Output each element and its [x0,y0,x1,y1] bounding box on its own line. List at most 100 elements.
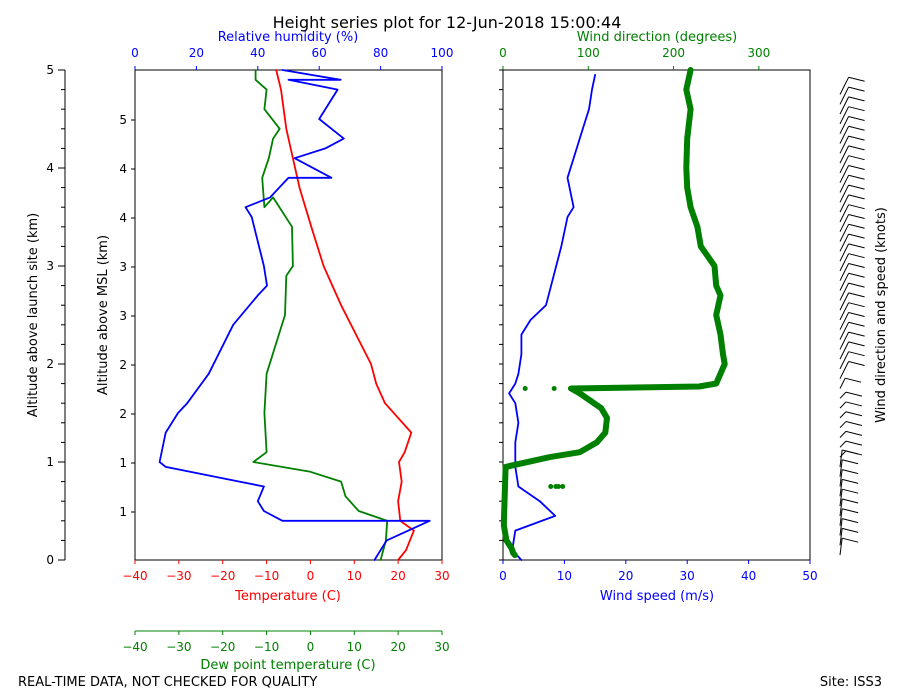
temperature-tick-label: −30 [166,569,191,583]
wind-barb-flag [845,421,863,427]
wind-barb-flag [845,411,863,417]
left-panel-frame [134,69,443,561]
msl-altitude-tick-label: 2 [119,407,127,421]
wind-barb-layer [839,76,865,556]
msl-altitude-tick-label: 5 [119,113,127,127]
wind-barb-flag [848,243,865,249]
wind-barb-staff [839,214,850,232]
wind-barb-staff [839,411,847,419]
right-panel [502,69,811,561]
wind-speed-tick-label: 40 [741,569,756,583]
wind-barb-staff [839,253,850,272]
wind-direction-scattered-point [555,484,561,489]
wind-barb-staff [839,273,850,291]
wind-barb-flag [848,184,865,190]
wind-barb-flag [842,518,859,524]
wind-barb-staff [839,77,850,95]
launch-altitude-label: Altitude above launch site (km) [26,213,41,417]
wind-barb-staff [839,351,850,370]
dewpoint-tick-label: 0 [307,640,315,654]
wind-barb-flag [848,174,865,180]
wind-barb-flag [848,263,865,268]
wind-barb-flag [842,508,859,514]
wind-barb-flag [848,223,865,229]
wind-barb-staff [839,116,850,134]
temperature-tick-label: −20 [210,569,235,583]
wind-barb-staff [839,479,843,497]
wind-direction-scattered-point [548,484,554,489]
wind-barb-flag [848,351,865,357]
wind-barb-staff [839,421,847,429]
temperature-tick-label: 0 [307,569,315,583]
wind-barb-staff [839,292,850,311]
barb-axis-label: Wind direction and speed (knots) [874,207,889,423]
relative-humidity-line [158,69,431,561]
wind-barb-flag [845,450,863,456]
wind-barb-staff [839,391,847,399]
wind-barb-flag [848,145,865,151]
msl-altitude-tick-label: 4 [119,162,127,176]
wind-barb-staff [839,145,850,164]
wind-barb-flag [848,331,865,337]
wind-speed-line [508,74,596,561]
wind-barb-staff [839,440,847,448]
wind-barb-flag [842,459,859,465]
wind-barb-flag [848,86,865,92]
dewpoint-tick-label: 20 [391,640,406,654]
wind-barb-flag [848,96,865,102]
wind-barb-staff [839,341,850,360]
launch-altitude-tick-label: 5 [46,63,54,77]
wind-barb-staff [839,282,850,301]
wind-barb-staff [839,204,850,223]
wind-barb-flag [848,106,865,112]
humidity-tick-label: 60 [312,46,327,60]
dewpoint-tick-label: −30 [166,640,191,654]
msl-altitude-tick-label: 2 [119,358,127,372]
wind-barb-staff [839,508,843,526]
wind-barb-flag [848,253,865,259]
wind-barb-staff [839,106,850,125]
wind-barb-staff [839,302,850,321]
wind-barb-staff [839,135,850,154]
wind-direction-scattered-point [560,484,566,489]
temperature-tick-label: 20 [391,569,406,583]
wind-barb-flag [842,537,859,543]
wind-barb-staff [839,498,843,516]
wind-direction-scattered-point [567,386,573,391]
dewpoint-tick-label: −40 [122,640,147,654]
dewpoint-tick-label: −20 [210,640,235,654]
right-panel-frame [502,69,811,561]
wind-barb-staff [839,224,850,242]
msl-altitude-tick-label: 3 [119,260,127,274]
wind-barb-flag [848,302,865,308]
humidity-tick-label: 40 [250,46,265,60]
wind-barb-staff [839,263,850,281]
wind-barb-staff [839,449,843,467]
wind-barb-flag [848,312,865,317]
wind-barb-flag [848,135,865,141]
wind-barb-staff [839,401,847,409]
series-layer [158,67,728,561]
wind-barb-staff [839,155,850,174]
humidity-tick-label: 0 [131,46,139,60]
wind-barb-flag [845,430,863,436]
wind-speed-tick-label: 30 [680,569,695,583]
wind-barb-staff [839,165,850,183]
wind-barb-flag [848,361,865,366]
wind-barb-flag [848,204,865,210]
wind-speed-axis-label: Wind speed (m/s) [600,589,714,604]
wind-barb-flag [845,391,863,397]
dew-point-line [252,69,389,561]
wind-barb-flag [848,116,865,121]
dewpoint-axis-label: Dew point temperature (C) [200,658,375,673]
wind-barb-staff [839,194,850,213]
wind-barb-flag [848,321,865,327]
wind-barb-staff [839,184,850,203]
msl-altitude-tick-label: 1 [119,505,127,519]
humidity-axis-label: Relative humidity (%) [218,30,359,45]
wind-barb-flag [842,478,859,484]
wind-direction-line [500,67,728,559]
temperature-axis-label: Temperature (C) [234,589,341,604]
dewpoint-tick-label: −10 [254,640,279,654]
wind-barb-flag [842,498,859,504]
